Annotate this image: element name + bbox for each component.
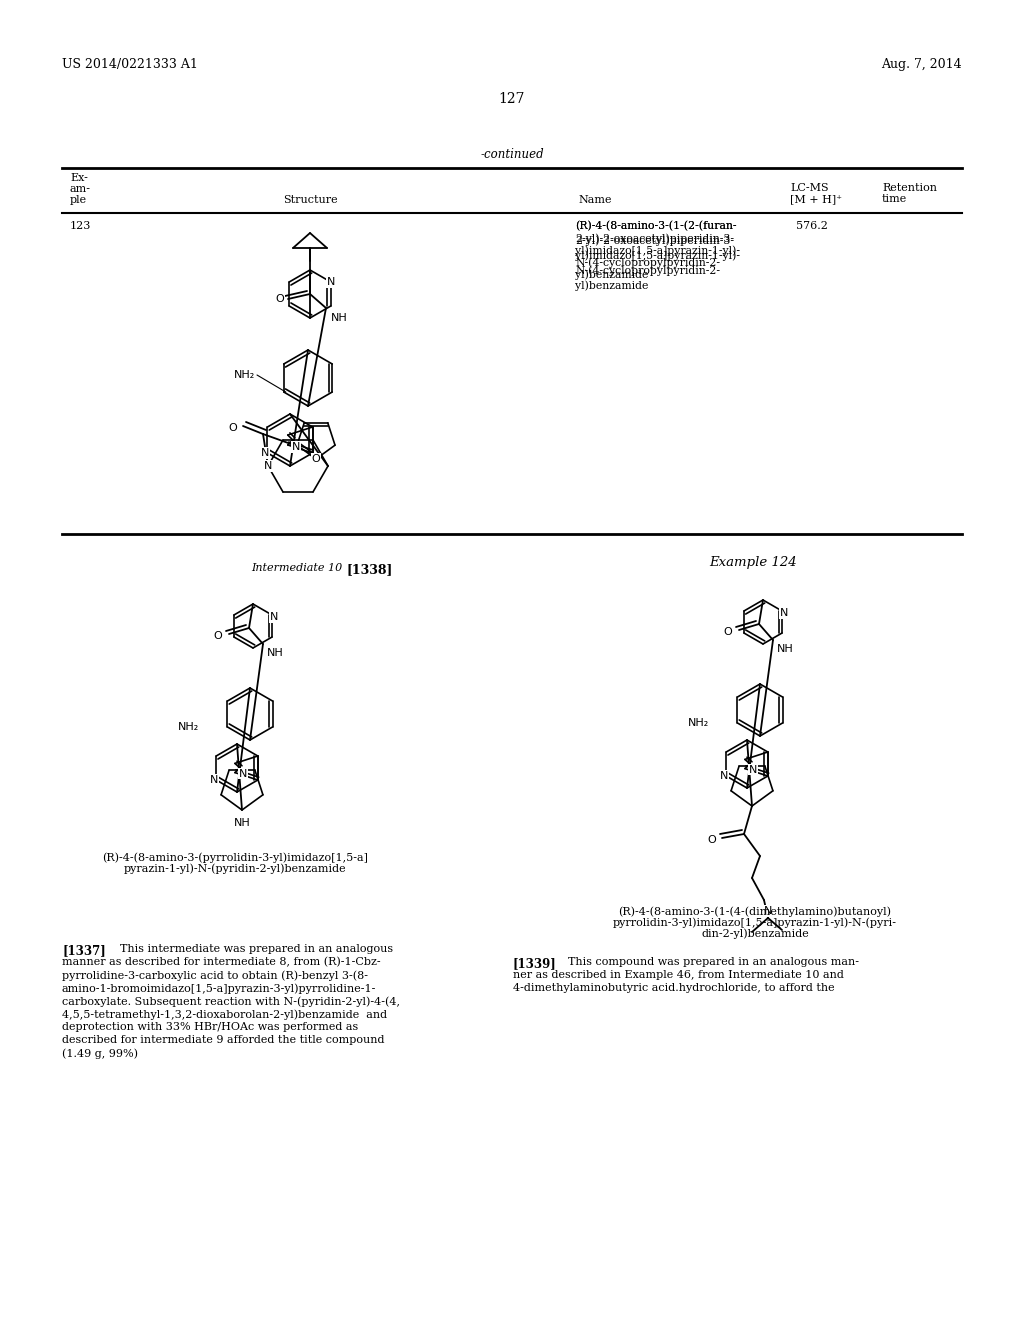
Text: [1339]: [1339] [513, 957, 557, 970]
Text: This compound was prepared in an analogous man-: This compound was prepared in an analogo… [568, 957, 859, 968]
Text: N: N [764, 906, 772, 916]
Text: NH₂: NH₂ [233, 370, 255, 380]
Text: time: time [882, 194, 907, 205]
Text: O: O [311, 454, 321, 465]
Text: Structure: Structure [283, 195, 337, 205]
Text: 123: 123 [70, 220, 91, 231]
Text: (R)-4-(8-amino-3-(pyrrolidin-3-yl)imidazo[1,5-a]: (R)-4-(8-amino-3-(pyrrolidin-3-yl)imidaz… [102, 851, 368, 862]
Text: N: N [261, 447, 269, 458]
Text: (1.49 g, 99%): (1.49 g, 99%) [62, 1048, 138, 1059]
Text: NH: NH [331, 313, 348, 323]
Text: -continued: -continued [480, 148, 544, 161]
Text: Ex-: Ex- [70, 173, 88, 183]
Text: Retention: Retention [882, 183, 937, 193]
Text: Name: Name [578, 195, 611, 205]
Text: NH: NH [267, 648, 284, 657]
Text: (R)-4-(8-amino-3-(1-(4-(dimethylamino)butanoyl): (R)-4-(8-amino-3-(1-(4-(dimethylamino)bu… [618, 906, 892, 916]
Text: [1337]: [1337] [62, 944, 105, 957]
Text: NH₂: NH₂ [688, 718, 710, 729]
Text: N: N [210, 775, 218, 785]
Text: N: N [327, 277, 335, 286]
Text: O: O [723, 627, 732, 638]
Text: N: N [780, 609, 788, 618]
Text: O: O [213, 631, 222, 642]
Text: manner as described for intermediate 8, from (R)-1-Cbz-: manner as described for intermediate 8, … [62, 957, 381, 968]
Text: N: N [720, 771, 728, 781]
Text: Example 124: Example 124 [710, 556, 797, 569]
Text: pyrrolidin-3-yl)imidazo[1,5-a]pyrazin-1-yl)-N-(pyri-: pyrrolidin-3-yl)imidazo[1,5-a]pyrazin-1-… [613, 917, 897, 928]
Text: N: N [270, 612, 279, 622]
Text: [M + H]⁺: [M + H]⁺ [790, 194, 842, 205]
Text: LC-MS: LC-MS [790, 183, 828, 193]
Text: N: N [264, 461, 272, 471]
Text: 4-dimethylaminobutyric acid.hydrochloride, to afford the: 4-dimethylaminobutyric acid.hydrochlorid… [513, 983, 835, 993]
Text: Intermediate 10: Intermediate 10 [251, 564, 343, 573]
Text: 576.2: 576.2 [796, 220, 827, 231]
Text: 4,5,5-tetramethyl-1,3,2-dioxaborolan-2-yl)benzamide  and: 4,5,5-tetramethyl-1,3,2-dioxaborolan-2-y… [62, 1008, 387, 1019]
Text: N: N [749, 764, 758, 775]
Text: [1338]: [1338] [347, 564, 393, 576]
Text: (R)-4-(8-amino-3-(1-(2-(furan-
2-yl)-2-oxoacetyl)piperidin-3-
yl)imidazo[1,5-a]p: (R)-4-(8-amino-3-(1-(2-(furan- 2-yl)-2-o… [575, 220, 740, 280]
Text: carboxylate. Subsequent reaction with N-(pyridin-2-yl)-4-(4,: carboxylate. Subsequent reaction with N-… [62, 997, 400, 1007]
Text: pyrazin-1-yl)-N-(pyridin-2-yl)benzamide: pyrazin-1-yl)-N-(pyridin-2-yl)benzamide [124, 863, 346, 874]
Text: deprotection with 33% HBr/HOAc was performed as: deprotection with 33% HBr/HOAc was perfo… [62, 1022, 358, 1032]
Text: N: N [292, 442, 300, 451]
Text: US 2014/0221333 A1: US 2014/0221333 A1 [62, 58, 198, 71]
Text: NH₂: NH₂ [178, 722, 200, 733]
Text: O: O [228, 422, 237, 433]
Text: NH: NH [233, 818, 251, 828]
Text: 127: 127 [499, 92, 525, 106]
Text: ner as described in Example 46, from Intermediate 10 and: ner as described in Example 46, from Int… [513, 970, 844, 979]
Text: NH: NH [777, 644, 794, 653]
Text: am-: am- [70, 183, 91, 194]
Text: N: N [239, 768, 248, 779]
Text: amino-1-bromoimidazo[1,5-a]pyrazin-3-yl)pyrrolidine-1-: amino-1-bromoimidazo[1,5-a]pyrazin-3-yl)… [62, 983, 377, 994]
Text: pyrrolidine-3-carboxylic acid to obtain (R)-benzyl 3-(8-: pyrrolidine-3-carboxylic acid to obtain … [62, 970, 368, 981]
Text: described for intermediate 9 afforded the title compound: described for intermediate 9 afforded th… [62, 1035, 384, 1045]
Text: O: O [275, 294, 285, 304]
Text: O: O [708, 836, 716, 845]
Text: Aug. 7, 2014: Aug. 7, 2014 [882, 58, 962, 71]
Text: This intermediate was prepared in an analogous: This intermediate was prepared in an ana… [120, 944, 393, 954]
Text: (R)-4-(8-amino-3-(1-(2-(furan-
2-yl)-2-oxoacetyl)piperidin-3-
yl)imidazo[1,5-a]p: (R)-4-(8-amino-3-(1-(2-(furan- 2-yl)-2-o… [575, 220, 740, 290]
Text: ple: ple [70, 195, 87, 205]
Text: din-2-yl)benzamide: din-2-yl)benzamide [701, 928, 809, 939]
